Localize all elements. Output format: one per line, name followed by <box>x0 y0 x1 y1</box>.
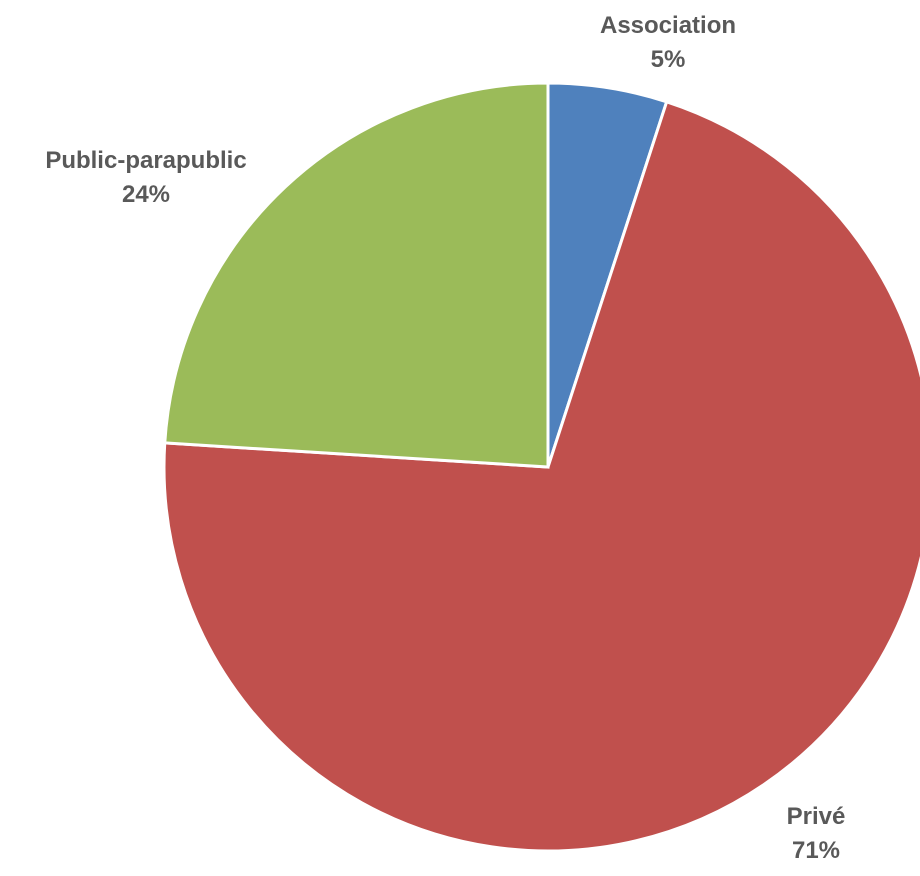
data-label-category-prive: Privé <box>787 803 846 830</box>
pie-slice-prive <box>162 99 920 853</box>
data-label-percent-public-parapublic: 24% <box>122 181 170 208</box>
pie-slices <box>162 81 920 853</box>
data-label-category-association: Association <box>600 12 736 39</box>
pie-data-labels: Association 5% Privé 71% Public-parapublic 24… <box>45 12 845 864</box>
data-label-category-public-parapublic: Public-parapublic <box>45 147 246 174</box>
data-label-percent-association: 5% <box>651 46 686 73</box>
pie-slice-public-parapublic <box>163 81 550 469</box>
data-label-percent-prive: 71% <box>792 837 840 864</box>
